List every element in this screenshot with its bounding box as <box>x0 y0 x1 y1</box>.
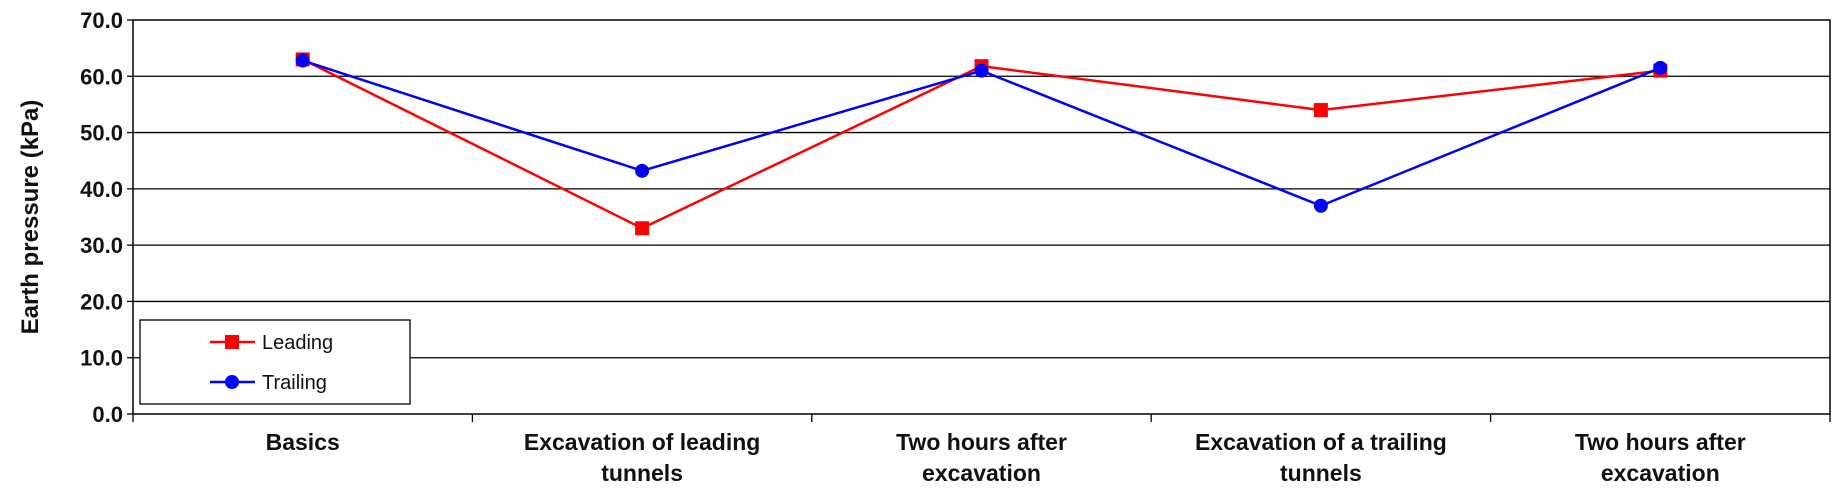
x-category-label: Basics <box>266 429 340 455</box>
data-point-trailing <box>974 63 989 78</box>
y-tick-label: 0.0 <box>92 402 123 427</box>
legend-label-leading: Leading <box>262 332 333 354</box>
x-category-label: tunnels <box>1280 460 1362 486</box>
x-category-label: excavation <box>922 460 1041 486</box>
x-category-label: Two hours after <box>896 429 1067 455</box>
y-tick-label: 60.0 <box>80 64 123 89</box>
y-tick-label: 20.0 <box>80 289 123 314</box>
x-category-label: Excavation of leading <box>524 429 760 455</box>
legend-marker-leading <box>225 335 239 349</box>
y-tick-label: 30.0 <box>80 233 123 258</box>
x-category-label: Two hours after <box>1575 429 1746 455</box>
y-tick-label: 50.0 <box>80 121 123 146</box>
legend-box <box>139 319 411 405</box>
y-tick-label: 10.0 <box>80 346 123 371</box>
y-tick-label: 70.0 <box>80 8 123 33</box>
data-point-trailing <box>1653 60 1668 75</box>
y-axis-title: Earth pressure (kPa) <box>17 100 44 335</box>
data-point-trailing <box>1313 198 1328 213</box>
data-point-leading <box>1313 103 1328 118</box>
data-point-leading <box>635 221 650 236</box>
y-tick-label: 40.0 <box>80 177 123 202</box>
legend-label-trailing: Trailing <box>262 372 327 394</box>
plot-area <box>132 19 1831 415</box>
data-point-trailing <box>295 53 310 68</box>
legend-marker-trailing <box>225 375 239 389</box>
x-category-label: excavation <box>1601 460 1720 486</box>
x-category-label: Excavation of a trailing <box>1195 429 1447 455</box>
x-category-label: tunnels <box>601 460 683 486</box>
data-point-trailing <box>635 163 650 178</box>
